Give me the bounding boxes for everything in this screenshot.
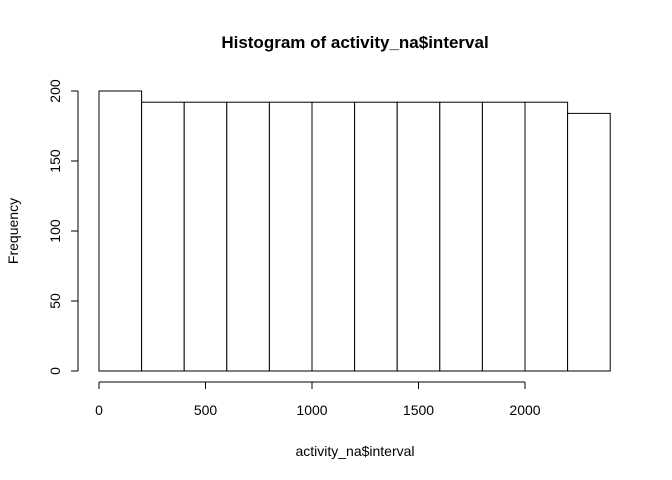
histogram-bar-3 [226,101,270,372]
bars-group [98,90,611,372]
histogram-bar-8 [439,101,483,372]
y-tick-label: 50 [47,293,63,309]
histogram-bar-0 [98,90,143,372]
histogram-bar-1 [141,101,185,372]
x-tick-label: 500 [194,402,218,418]
x-tick-label: 1000 [296,402,327,418]
y-tick-label: 100 [47,219,63,243]
y-tick-label: 0 [47,367,63,375]
y-tick-label: 200 [47,79,63,103]
x-tick-label: 0 [95,402,103,418]
histogram-bar-9 [481,101,526,372]
chart-title: Histogram of activity_na$interval [221,33,488,52]
histogram-bar-11 [567,112,611,372]
x-tick-label: 1500 [403,402,434,418]
histogram-bar-5 [311,101,356,372]
histogram-bar-10 [524,101,569,372]
y-axis: 0 50 100 150 200 [47,79,79,375]
x-axis-label: activity_na$interval [295,443,414,459]
y-axis-label: Frequency [5,198,21,264]
histogram-bar-4 [268,101,313,372]
histogram-bar-6 [354,101,398,372]
y-tick-label: 150 [47,149,63,173]
histogram-bar-2 [183,101,228,372]
histogram-bar-7 [396,101,441,372]
x-axis: 0 500 1000 1500 2000 [95,381,541,418]
x-tick-label: 2000 [509,402,540,418]
